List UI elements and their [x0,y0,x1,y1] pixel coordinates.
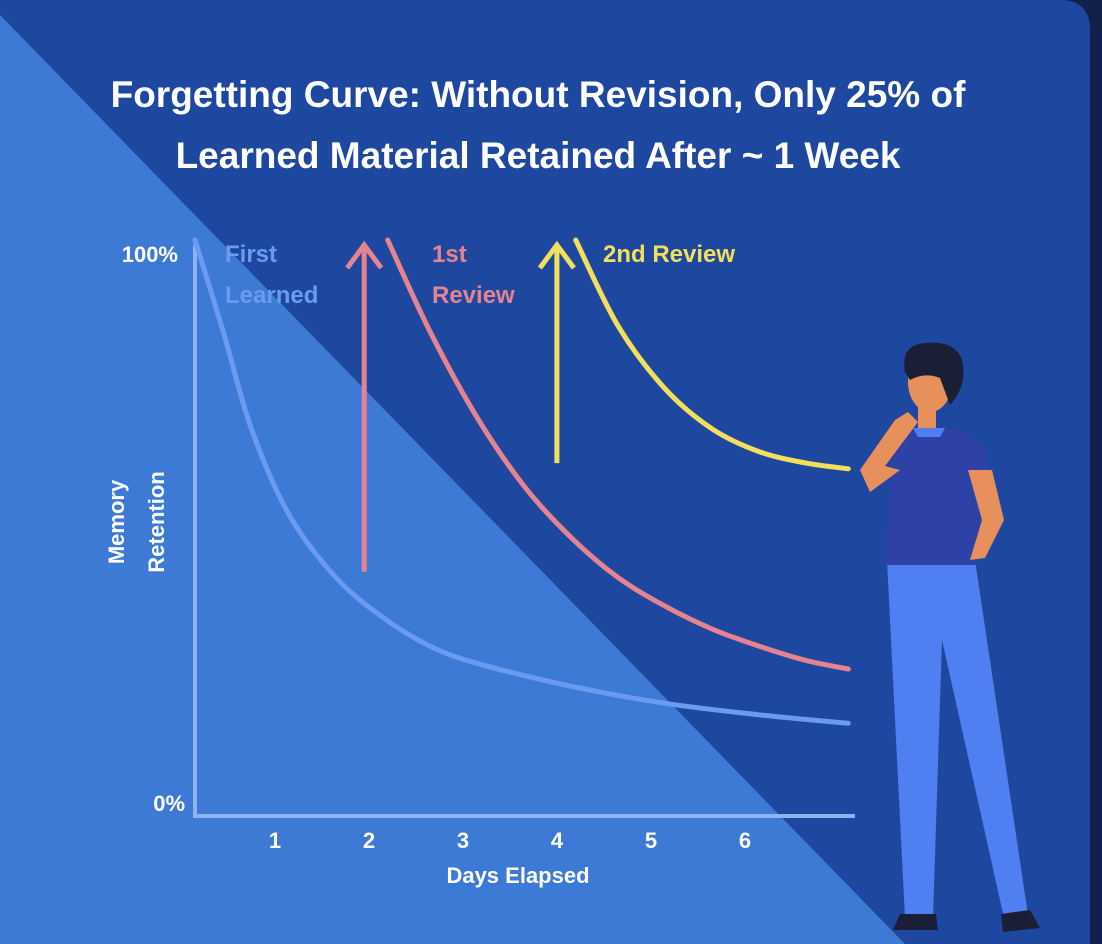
chart-title-line-1: Forgetting Curve: Without Revision, Only… [111,74,966,115]
person-legs [887,560,1028,918]
arrow-head-first-review [345,240,384,270]
first-review-label-line-1: 1st [432,241,467,268]
chart-title-line-2: Learned Material Retained After ~ 1 Week [176,135,901,176]
x-tick-label-3: 3 [457,828,469,853]
light-diagonal-panel [0,15,905,944]
curve-second-review [573,237,851,472]
x-tick-label-4: 4 [551,828,564,853]
x-tick-label-5: 5 [645,828,657,853]
first-review-label-line-2: Review [432,282,515,309]
x-tick-label-2: 2 [363,828,375,853]
person-shoe-right [1001,910,1040,932]
person-arm-left [860,412,918,492]
x-tick-labels: 1 2 3 4 5 6 [269,828,751,853]
second-review-label: 2nd Review [603,241,735,268]
person-arm-right [968,470,1004,560]
y-axis-title-line-1: Memory [104,479,129,564]
x-axis-title: Days Elapsed [446,863,589,888]
curve-first-review [385,237,851,672]
first-learned-label-line-2: Learned [225,282,318,309]
series-layer [192,237,851,726]
review-arrows [345,240,576,572]
person-hair [904,342,964,405]
y-axis-title-line-2: Retention [144,471,169,572]
person-shoe-left [893,914,938,930]
x-tick-label-1: 1 [269,828,281,853]
thinking-person-illustration [860,342,1040,932]
person-torso [885,425,991,565]
y-tick-label-0: 0% [153,791,185,816]
x-tick-label-6: 6 [739,828,751,853]
y-tick-label-100: 100% [122,242,178,267]
person-collar [913,428,945,437]
first-learned-label-line-1: First [225,241,277,268]
curve-first-learned [192,237,851,726]
arrow-head-second-review [537,240,576,270]
